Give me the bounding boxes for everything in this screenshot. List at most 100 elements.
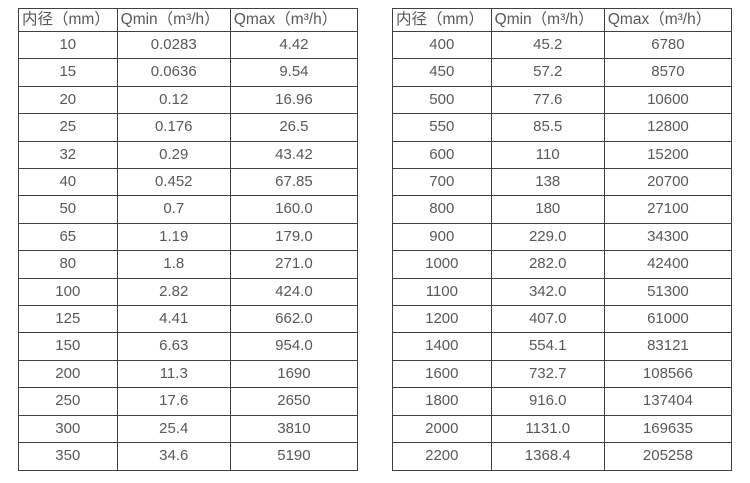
- table-cell: 80: [18, 250, 118, 279]
- table-cell: 250: [18, 387, 118, 416]
- table-cell: 0.0636: [116, 58, 231, 87]
- column-header: 内径（mm）: [392, 8, 492, 32]
- column-header: Qmax（m³/h）: [603, 8, 733, 32]
- table-cell: 34.6: [116, 442, 231, 471]
- table-row: 900 229.0 34300: [392, 222, 733, 252]
- table-cell: 27100: [603, 195, 733, 224]
- table-cell: 1400: [392, 332, 492, 361]
- table-cell: 2200: [392, 442, 492, 471]
- table-cell: 400: [392, 30, 492, 60]
- flow-table-large-diameters: 内径（mm） Qmin（m³/h） Qmax（m³/h） 400 45.2 6780 450…: [392, 8, 733, 471]
- flow-rate-tables-page: 内径（mm） Qmin（m³/h） Qmax（m³/h） 10 0.0283 4.42 15…: [18, 8, 733, 471]
- table-cell: 0.176: [116, 113, 231, 142]
- table-cell: 110: [490, 140, 605, 170]
- table-cell: 43.42: [229, 140, 359, 170]
- table-cell: 1800: [392, 387, 492, 416]
- table-cell: 407.0: [490, 305, 605, 334]
- table-row: 32 0.29 43.42: [18, 140, 359, 170]
- table-cell: 5190: [229, 442, 359, 471]
- table-cell: 138: [490, 168, 605, 197]
- table-cell: 51300: [603, 277, 733, 307]
- table-cell: 150: [18, 332, 118, 361]
- table-cell: 100: [18, 277, 118, 307]
- table-cell: 800: [392, 195, 492, 224]
- table-cell: 732.7: [490, 359, 605, 389]
- table-row: 150 6.63 954.0: [18, 332, 359, 361]
- table-cell: 2650: [229, 387, 359, 416]
- table-cell: 42400: [603, 250, 733, 279]
- table-cell: 180: [490, 195, 605, 224]
- table-cell: 10600: [603, 85, 733, 115]
- table-cell: 17.6: [116, 387, 231, 416]
- table-row: 1800 916.0 137404: [392, 387, 733, 416]
- table-cell: 65: [18, 222, 118, 252]
- table-row: 800 180 27100: [392, 195, 733, 224]
- table-cell: 1200: [392, 305, 492, 334]
- table-row: 2200 1368.4 205258: [392, 442, 733, 471]
- table-cell: 108566: [603, 359, 733, 389]
- table-row: 65 1.19 179.0: [18, 222, 359, 252]
- table-cell: 4.42: [229, 30, 359, 60]
- table-cell: 40: [18, 168, 118, 197]
- table-cell: 554.1: [490, 332, 605, 361]
- table-cell: 179.0: [229, 222, 359, 252]
- table-row: 1600 732.7 108566: [392, 359, 733, 389]
- table-cell: 2.82: [116, 277, 231, 307]
- column-header: Qmax（m³/h）: [229, 8, 359, 32]
- table-cell: 700: [392, 168, 492, 197]
- table-cell: 137404: [603, 387, 733, 416]
- table-row: 400 45.2 6780: [392, 30, 733, 60]
- table-cell: 50: [18, 195, 118, 224]
- table-cell: 45.2: [490, 30, 605, 60]
- table-cell: 125: [18, 305, 118, 334]
- table-row: 1000 282.0 42400: [392, 250, 733, 279]
- table-cell: 954.0: [229, 332, 359, 361]
- table-row: 125 4.41 662.0: [18, 305, 359, 334]
- table-row: 250 17.6 2650: [18, 387, 359, 416]
- table-cell: 450: [392, 58, 492, 87]
- table-row: 550 85.5 12800: [392, 113, 733, 142]
- table-cell: 1368.4: [490, 442, 605, 471]
- table-cell: 15: [18, 58, 118, 87]
- table-cell: 6780: [603, 30, 733, 60]
- table-cell: 67.85: [229, 168, 359, 197]
- table-row: 450 57.2 8570: [392, 58, 733, 87]
- table-cell: 169635: [603, 414, 733, 444]
- table-row: 1400 554.1 83121: [392, 332, 733, 361]
- table-cell: 25: [18, 113, 118, 142]
- table-cell: 34300: [603, 222, 733, 252]
- table-cell: 1690: [229, 359, 359, 389]
- table-row: 40 0.452 67.85: [18, 168, 359, 197]
- table-row: 50 0.7 160.0: [18, 195, 359, 224]
- table-cell: 26.5: [229, 113, 359, 142]
- table-cell: 160.0: [229, 195, 359, 224]
- table-cell: 1.19: [116, 222, 231, 252]
- table-cell: 550: [392, 113, 492, 142]
- table-cell: 15200: [603, 140, 733, 170]
- table-row: 15 0.0636 9.54: [18, 58, 359, 87]
- table-cell: 282.0: [490, 250, 605, 279]
- table-row: 80 1.8 271.0: [18, 250, 359, 279]
- table-cell: 271.0: [229, 250, 359, 279]
- table-row: 10 0.0283 4.42: [18, 30, 359, 60]
- table-cell: 6.63: [116, 332, 231, 361]
- table-cell: 3810: [229, 414, 359, 444]
- table-cell: 0.29: [116, 140, 231, 170]
- table-cell: 25.4: [116, 414, 231, 444]
- flow-table-small-diameters: 内径（mm） Qmin（m³/h） Qmax（m³/h） 10 0.0283 4.42 15…: [18, 8, 359, 471]
- table-cell: 2000: [392, 414, 492, 444]
- table-cell: 0.452: [116, 168, 231, 197]
- table-cell: 350: [18, 442, 118, 471]
- table-row: 600 110 15200: [392, 140, 733, 170]
- table-cell: 32: [18, 140, 118, 170]
- table-cell: 8570: [603, 58, 733, 87]
- table-cell: 1.8: [116, 250, 231, 279]
- table-row: 100 2.82 424.0: [18, 277, 359, 307]
- table-cell: 0.7: [116, 195, 231, 224]
- table-cell: 20700: [603, 168, 733, 197]
- table-cell: 1600: [392, 359, 492, 389]
- table-cell: 10: [18, 30, 118, 60]
- table-cell: 12800: [603, 113, 733, 142]
- table-cell: 1100: [392, 277, 492, 307]
- table-row: 20 0.12 16.96: [18, 85, 359, 115]
